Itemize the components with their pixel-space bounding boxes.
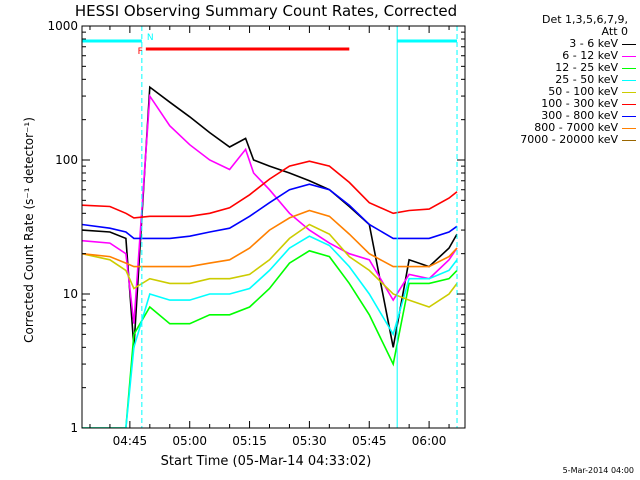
y-tick-label-2: 100 [55,153,78,167]
legend-entry-8: 7000 - 20000 keV [480,134,636,146]
x-tick-label-0: 04:45 [113,434,148,448]
generation-date: 5-Mar-2014 04:00 [562,466,634,475]
legend-header-line-1: Det 1,3,5,6,7,9, [541,13,628,26]
legend-entry-1: 6 - 12 keV [480,50,636,62]
legend-label: 12 - 25 keV [555,61,618,74]
legend-label: 300 - 800 keV [541,109,618,122]
legend-entry-6: 300 - 800 keV [480,110,636,122]
series-line-7 [82,209,458,268]
legend-swatch [622,79,636,81]
series-layer [82,85,458,428]
legend-swatch [622,115,636,117]
series-line-2 [82,249,458,428]
axes-layer: 04:45 05:00 05:15 05:30 05:45 06:00 1 10 100 1000 [47,19,466,448]
x-tick-label-2: 05:15 [232,434,267,448]
legend-swatch [622,127,636,129]
legend-label: 7000 - 20000 keV [520,133,618,146]
legend: Det 1,3,5,6,7,9, Att 0 3 - 6 keV 6 - 12 k… [480,14,636,146]
legend-rows: 3 - 6 keV 6 - 12 keV 12 - 25 keV 25 - 50 ke… [480,38,636,146]
x-tick-label-3: 05:30 [292,434,327,448]
legend-swatch [622,55,636,57]
legend-header-line-2: Att 0 [601,25,628,38]
legend-swatch [622,91,636,93]
legend-swatch [622,43,636,45]
legend-label: 6 - 12 keV [562,49,618,62]
chart-title: HESSI Observing Summary Count Rates, Cor… [75,2,457,20]
legend-entry-2: 12 - 25 keV [480,62,636,74]
legend-label: 100 - 300 keV [541,97,618,110]
flag-label-3: F [138,47,143,57]
legend-entry-5: 100 - 300 keV [480,98,636,110]
legend-entry-0: 3 - 6 keV [480,38,636,50]
series-line-5 [82,160,458,219]
x-axis-label: Start Time (05-Mar-14 04:33:02) [161,454,372,469]
legend-entry-3: 25 - 50 keV [480,74,636,86]
legend-swatch [622,139,636,141]
flag-layer: NF [82,26,458,428]
y-tick-label-3: 1000 [47,19,78,33]
legend-label: 3 - 6 keV [569,37,618,50]
series-line-1 [82,93,458,324]
legend-label: 25 - 50 keV [555,73,618,86]
y-axis-label: Corrected Count Rate (s⁻¹ detector⁻¹) [22,117,36,343]
legend-label: 800 - 7000 keV [534,121,618,134]
y-tick-label-1: 10 [63,287,78,301]
series-line-4 [82,223,458,308]
y-tick-label-0: 1 [70,421,78,435]
series-line-6 [82,183,458,240]
flag-label-2: N [147,33,154,43]
legend-entry-4: 50 - 100 keV [480,86,636,98]
legend-swatch [622,67,636,69]
legend-entry-7: 800 - 7000 keV [480,122,636,134]
legend-swatch [622,103,636,105]
x-tick-label-1: 05:00 [172,434,207,448]
x-tick-label-4: 05:45 [352,434,387,448]
legend-label: 50 - 100 keV [548,85,618,98]
plot-frame [81,25,466,429]
x-tick-label-5: 06:00 [412,434,447,448]
